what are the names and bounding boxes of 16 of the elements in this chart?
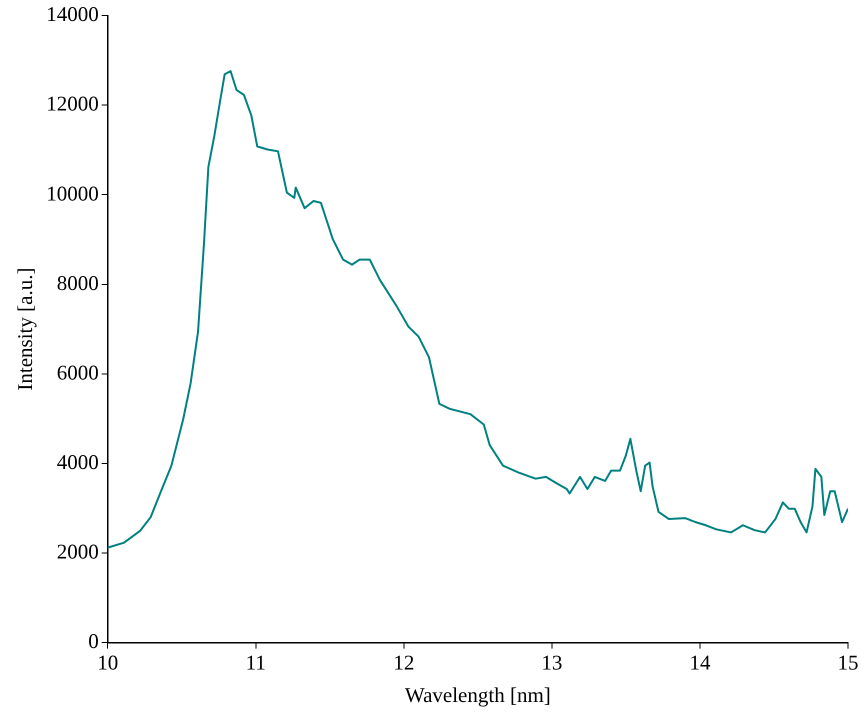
x-tick-label: 14 bbox=[689, 650, 711, 675]
y-tick-label: 14000 bbox=[46, 2, 99, 26]
y-tick-label: 6000 bbox=[56, 360, 99, 384]
x-axis-title: Wavelength [nm] bbox=[404, 682, 551, 707]
x-tick-label: 10 bbox=[97, 650, 118, 675]
x-tick-label: 13 bbox=[541, 650, 562, 675]
y-tick-label: 0 bbox=[88, 629, 99, 654]
y-tick-label: 10000 bbox=[46, 181, 99, 206]
x-tick-label: 11 bbox=[246, 650, 266, 675]
y-tick-label: 2000 bbox=[56, 540, 99, 564]
y-axis-title: Intensity [a.u.] bbox=[13, 268, 38, 391]
y-tick-label: 12000 bbox=[46, 92, 99, 116]
x-tick-label: 12 bbox=[393, 650, 414, 675]
x-tick-label: 15 bbox=[838, 650, 858, 675]
y-tick-label: 4000 bbox=[56, 450, 99, 474]
y-tick-label: 8000 bbox=[56, 270, 99, 295]
